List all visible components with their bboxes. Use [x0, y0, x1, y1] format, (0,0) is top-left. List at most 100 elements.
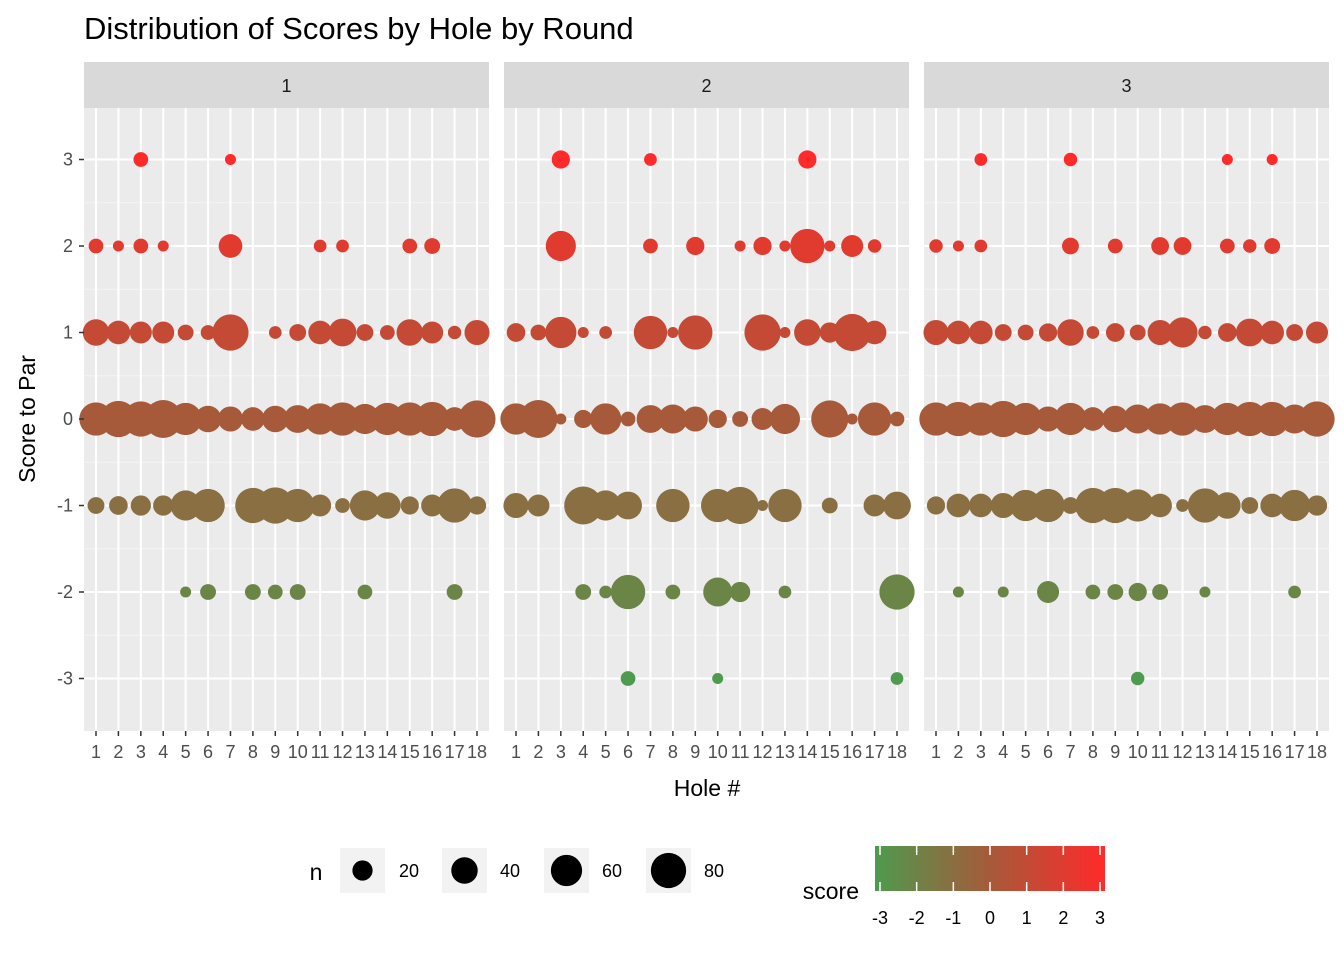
- x-tick-label: 16: [842, 742, 862, 762]
- data-point: [658, 404, 688, 434]
- x-tick-label: 8: [668, 742, 678, 762]
- data-point: [721, 486, 759, 525]
- x-tick-label: 11: [731, 742, 750, 762]
- data-point: [1031, 488, 1065, 523]
- x-tick-label: 6: [203, 742, 213, 762]
- data-point: [283, 405, 312, 433]
- x-tick-label: 13: [1195, 742, 1215, 762]
- data-point: [1151, 237, 1170, 255]
- data-point: [846, 413, 858, 425]
- x-tick-label: 12: [1173, 742, 1193, 762]
- data-point: [169, 402, 202, 436]
- data-point: [1152, 584, 1169, 600]
- data-point: [262, 405, 289, 433]
- data-point: [1219, 238, 1235, 254]
- color-legend-label: 1: [1022, 908, 1032, 928]
- data-point: [1147, 319, 1173, 346]
- x-tick-label: 5: [1021, 742, 1031, 762]
- data-point: [599, 326, 613, 339]
- data-point: [328, 318, 357, 347]
- data-point: [1306, 495, 1328, 516]
- data-point: [667, 326, 679, 339]
- data-point: [1130, 671, 1145, 686]
- data-point: [1102, 405, 1129, 433]
- data-point: [241, 407, 265, 431]
- data-point: [1129, 324, 1146, 341]
- data-point: [447, 325, 462, 340]
- data-point: [551, 150, 570, 169]
- data-point: [267, 584, 283, 600]
- data-point: [656, 488, 690, 523]
- data-point: [82, 319, 110, 346]
- y-axis: -3 -2 -1 0 1 2 3: [57, 150, 84, 689]
- data-point: [194, 405, 222, 433]
- data-point: [1278, 489, 1311, 522]
- x-tick-label: 1: [931, 742, 941, 762]
- x-tick-label: 2: [533, 742, 543, 762]
- data-point: [1062, 237, 1079, 255]
- data-point: [415, 401, 450, 437]
- data-point: [109, 496, 128, 515]
- color-legend-title: score: [803, 878, 859, 904]
- data-point: [527, 494, 550, 517]
- chart-title: Distribution of Scores by Hole by Round: [84, 11, 634, 46]
- data-point: [1017, 324, 1034, 341]
- facet-strip-label: 3: [1121, 76, 1131, 96]
- size-legend-label: 20: [399, 861, 419, 881]
- x-tick-label: 10: [288, 742, 308, 762]
- data-point: [545, 230, 576, 262]
- data-point: [1107, 238, 1123, 254]
- data-point: [643, 238, 658, 254]
- x-tick-label: 2: [113, 742, 123, 762]
- data-point: [374, 492, 401, 519]
- data-point: [794, 319, 821, 346]
- color-legend: score -3 -2 -1 0 1 2 3: [803, 846, 1105, 928]
- data-point: [191, 488, 225, 523]
- data-point: [732, 411, 749, 427]
- data-point: [990, 492, 1016, 519]
- data-point: [665, 584, 681, 600]
- data-point: [974, 153, 988, 166]
- data-point: [1009, 402, 1042, 436]
- data-point: [620, 411, 636, 427]
- data-point: [464, 319, 490, 346]
- size-legend-title: n: [310, 859, 323, 885]
- data-point: [336, 239, 349, 253]
- data-point: [224, 153, 236, 166]
- data-point: [1107, 584, 1124, 600]
- data-point: [268, 326, 282, 339]
- data-point: [106, 320, 131, 345]
- x-tick-label: 3: [556, 742, 566, 762]
- data-point: [379, 325, 395, 340]
- data-point: [180, 586, 192, 598]
- x-tick-label: 15: [400, 742, 420, 762]
- data-point: [152, 321, 175, 344]
- data-point: [883, 491, 911, 520]
- data-point: [644, 153, 657, 166]
- size-legend-circle: [650, 852, 687, 889]
- color-legend-label: -1: [945, 908, 961, 928]
- data-point: [751, 407, 774, 431]
- data-point: [421, 321, 444, 344]
- x-tick-label: 3: [976, 742, 986, 762]
- data-point: [779, 240, 791, 252]
- color-legend-label: -2: [909, 908, 925, 928]
- data-point: [289, 584, 306, 600]
- data-point: [530, 324, 547, 341]
- size-legend-label: 60: [602, 861, 622, 881]
- data-point: [1286, 324, 1304, 341]
- y-tick-label: 3: [63, 150, 73, 170]
- data-point: [217, 406, 244, 432]
- data-point: [1260, 320, 1284, 345]
- data-point: [130, 495, 151, 516]
- x-tick-label: 1: [91, 742, 101, 762]
- data-point: [1167, 317, 1198, 348]
- data-point: [824, 240, 836, 252]
- data-point: [1235, 318, 1264, 347]
- data-point: [88, 238, 104, 254]
- x-tick-label: 1: [511, 742, 521, 762]
- data-point: [177, 324, 194, 341]
- data-point: [356, 324, 374, 341]
- data-point: [833, 313, 871, 352]
